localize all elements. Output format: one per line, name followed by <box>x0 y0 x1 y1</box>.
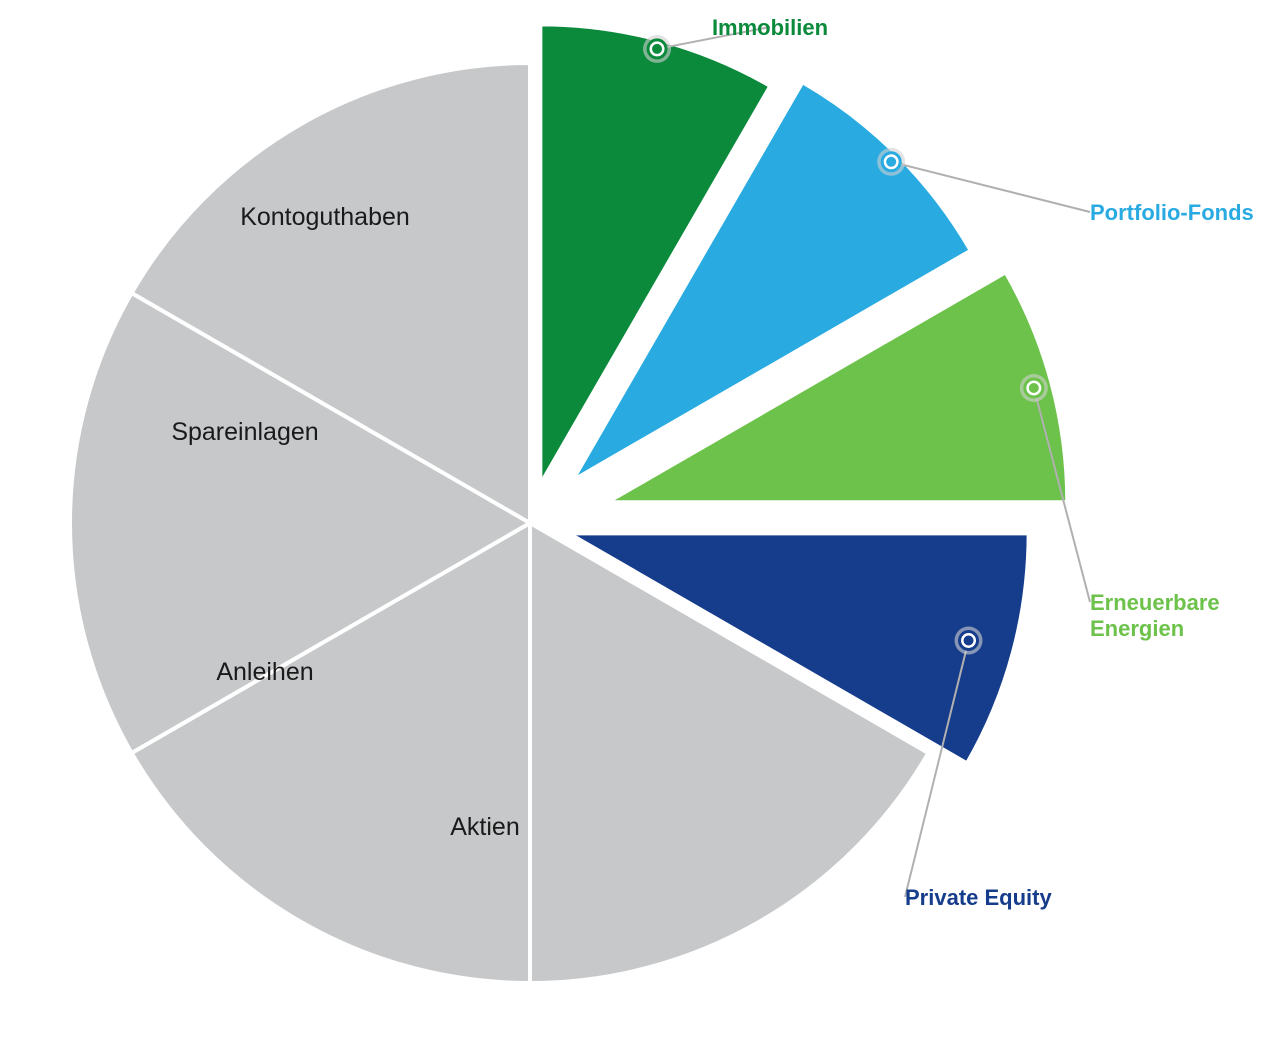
label-spareinlagen: Spareinlagen <box>171 418 318 446</box>
label-kontoguthaben: Kontoguthaben <box>240 203 410 231</box>
marker-erneuerbare <box>1020 374 1048 402</box>
marker-immobilien <box>643 35 671 63</box>
asset-allocation-pie-chart: Aktien Anleihen Spareinlagen Kontoguthaben I… <box>0 0 1280 1057</box>
marker-private-equity <box>955 627 983 655</box>
marker-portfolio <box>877 148 905 176</box>
callout-label-erneuerbare: ErneuerbareEnergien <box>1090 590 1220 641</box>
callout-label-private-equity: Private Equity <box>905 885 1052 910</box>
callout-label-portfolio: Portfolio-Fonds <box>1090 200 1254 225</box>
label-aktien: Aktien <box>450 813 519 841</box>
callout-label-immobilien: Immobilien <box>712 15 828 40</box>
label-anleihen: Anleihen <box>216 658 313 686</box>
